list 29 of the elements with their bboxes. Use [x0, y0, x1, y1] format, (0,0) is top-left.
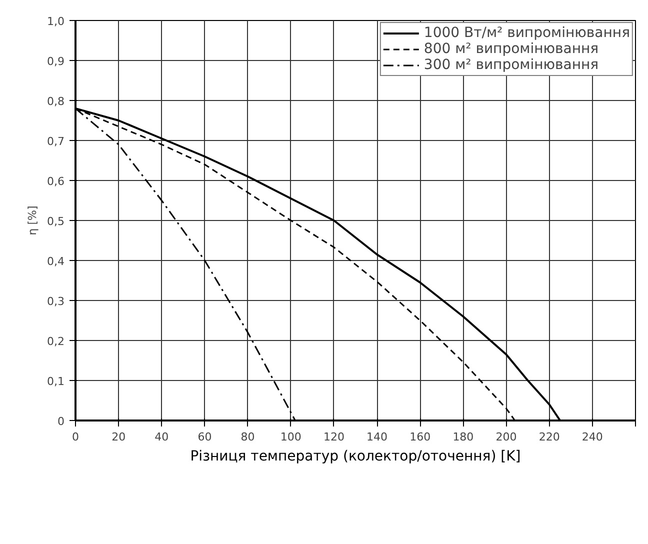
x-tick-label: 140	[366, 430, 388, 444]
legend-label: 300 м² випромінювання	[424, 57, 599, 73]
x-tick-label: 20	[112, 430, 126, 444]
x-tick-label: 200	[496, 430, 517, 444]
y-tick-label: 0,3	[47, 295, 65, 308]
x-tick-label: 220	[538, 430, 560, 444]
y-axis-title: η [%]	[26, 206, 40, 236]
x-axis-title: Різниця температур (колектор/оточення) [K]	[190, 448, 521, 464]
y-tick-label: 0,5	[47, 215, 65, 228]
y-tick-label: 0,8	[47, 95, 65, 108]
x-tick-label: 160	[410, 430, 431, 444]
x-tick-label: 40	[154, 430, 169, 444]
x-tick-label: 80	[240, 430, 255, 444]
y-tick-label: 0,6	[47, 175, 65, 188]
y-tick-label: 0,1	[47, 375, 65, 388]
legend-label: 1000 Вт/м² випромінювання	[424, 25, 630, 41]
y-tick-label: 0,9	[47, 55, 65, 68]
legend-label: 800 м² випромінювання	[424, 41, 599, 57]
x-tick-label: 0	[72, 430, 79, 444]
y-tick-label: 0,7	[47, 135, 65, 148]
y-tick-label: 1,0	[47, 15, 65, 28]
y-tick-label: 0	[58, 415, 64, 428]
x-tick-label: 240	[582, 430, 603, 444]
x-tick-label: 60	[198, 430, 212, 444]
y-tick-label: 0,2	[47, 335, 65, 348]
x-tick-label: 100	[280, 430, 302, 444]
x-tick-label: 120	[323, 430, 344, 444]
x-tick-label: 180	[452, 430, 474, 444]
y-tick-label: 0,4	[47, 255, 65, 268]
